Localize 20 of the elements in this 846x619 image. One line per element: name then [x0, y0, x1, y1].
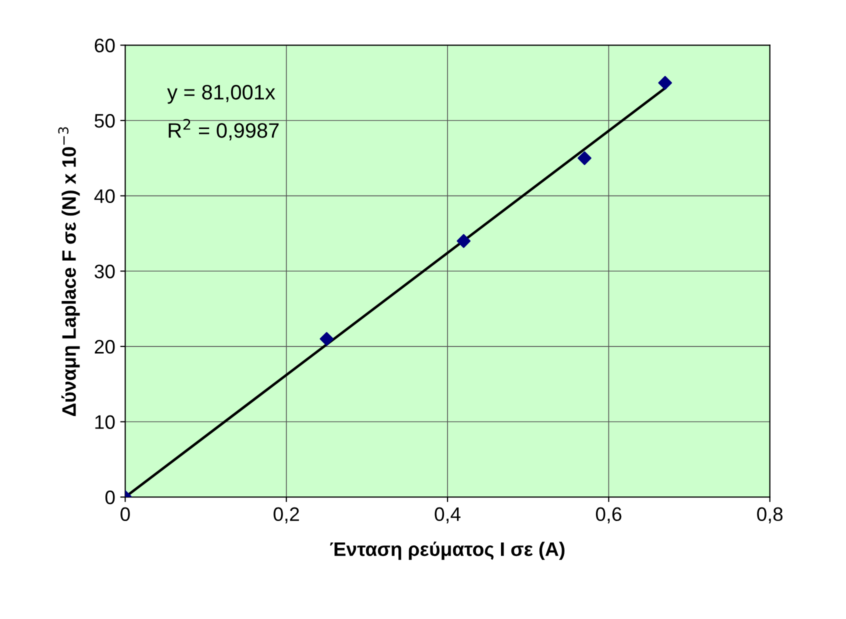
x-tick-label: 0,6	[596, 507, 622, 524]
x-tick-label: 0	[120, 507, 130, 522]
y-tick-label: 0	[105, 490, 115, 504]
y-axis-title: Δύναμη Laplace F σε (N) x 10$^{−3}$	[58, 127, 80, 416]
annotation: R$^{2}$ = 0,9987	[168, 118, 279, 140]
point	[658, 76, 672, 90]
x-tick-label: 0,8	[757, 507, 783, 524]
y-tick-label: 20	[94, 340, 115, 354]
y-tick-label: 30	[94, 264, 115, 278]
y-tick-label: 60	[94, 38, 115, 52]
x-tick-label: 0,4	[434, 507, 460, 524]
point	[320, 332, 334, 346]
x-axis-title: Ένταση ρεύματος I σε (A)	[330, 542, 564, 560]
point	[456, 234, 471, 248]
annotation: y = 81,001x	[167, 84, 276, 104]
y-tick-label: 50	[94, 114, 115, 128]
point	[578, 151, 592, 166]
y-tick-label: 10	[95, 415, 115, 429]
y-tick-label: 40	[94, 189, 115, 204]
x-tick-label: 0,2	[274, 507, 299, 524]
